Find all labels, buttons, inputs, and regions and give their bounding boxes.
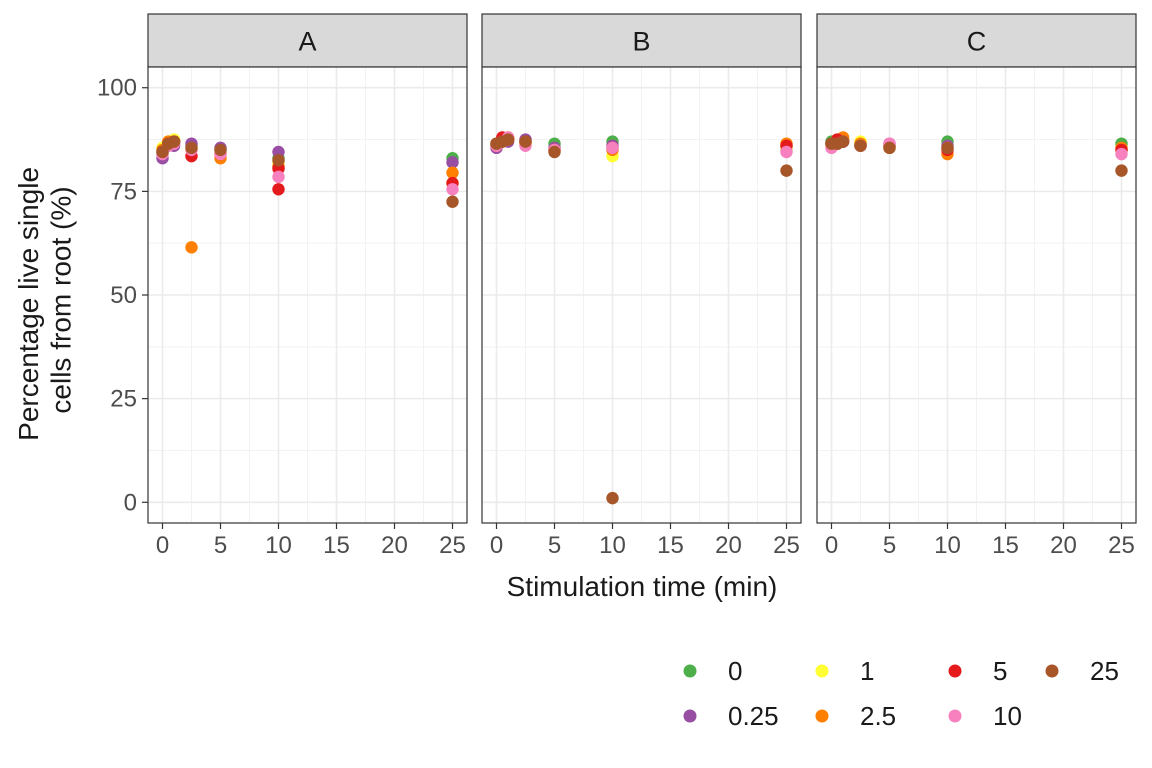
x-tick-label: 15 [323, 532, 350, 559]
legend-label: 2.5 [860, 701, 896, 731]
legend-swatch [683, 664, 697, 678]
legend-swatch [1045, 664, 1059, 678]
data-point-series-2-5 [446, 166, 459, 179]
x-tick-label: 10 [599, 532, 626, 559]
legend-key-0-25: 0.25 [683, 701, 779, 731]
x-tick-label: 15 [657, 532, 684, 559]
data-point-series-25 [214, 143, 227, 157]
y-axis-title-line-1: Percentage live single [13, 167, 44, 441]
data-point-series-25 [1115, 164, 1128, 177]
legend-swatch [948, 709, 962, 723]
legend-key-5: 5 [948, 656, 1007, 686]
data-point-series-25 [501, 133, 515, 146]
y-tick-label: 100 [97, 75, 137, 102]
panel-strip-label: C [967, 27, 987, 57]
panels: A 0 5 10 15 20 25 B 0 5 10 15 20 25 C 0 5 10 15 20 25 [147, 13, 1137, 559]
panel-strip-label: B [632, 27, 650, 57]
data-point-series-0-25 [446, 156, 459, 169]
legend-label: 25 [1090, 656, 1119, 686]
x-tick-label: 0 [825, 532, 838, 559]
panel-b: B 0 5 10 15 20 25 [481, 13, 802, 559]
panel-c: C 0 5 10 15 20 25 [816, 13, 1137, 559]
data-point-series-2-5 [185, 241, 198, 254]
y-axis: 0 25 50 75 100 [97, 75, 148, 516]
legend-key-1: 1 [815, 656, 874, 686]
x-tick-label: 5 [548, 532, 561, 559]
panel-border [481, 66, 802, 524]
legend: 0 0.25 1 2.5 5 10 25 [683, 656, 1119, 731]
legend-key-10: 10 [948, 701, 1022, 731]
legend-swatch [683, 709, 697, 723]
data-point-series-10 [780, 145, 793, 159]
data-point-series-25 [780, 164, 793, 177]
data-point-series-25 [854, 139, 867, 152]
data-point-series-10 [272, 170, 285, 184]
x-tick-label: 20 [381, 532, 408, 559]
data-point-series-25 [883, 141, 896, 155]
y-tick-label: 50 [110, 282, 137, 309]
legend-key-25: 25 [1045, 656, 1119, 686]
data-point-series-25 [446, 195, 459, 208]
x-tick-label: 5 [214, 532, 227, 559]
x-tick-label: 25 [773, 532, 800, 559]
panel-border [816, 66, 1137, 524]
x-tick-label: 15 [992, 532, 1019, 559]
legend-swatch [815, 709, 829, 723]
x-tick-label: 0 [490, 532, 503, 559]
data-point-series-25 [167, 135, 181, 148]
legend-label: 1 [860, 656, 874, 686]
y-tick-label: 25 [110, 386, 137, 413]
legend-label: 0 [728, 656, 742, 686]
y-tick-label: 75 [110, 178, 137, 205]
legend-swatch [948, 664, 962, 678]
x-tick-label: 25 [1108, 532, 1135, 559]
x-tick-label: 5 [883, 532, 896, 559]
data-point-series-25 [519, 135, 532, 148]
y-tick-label: 0 [124, 489, 137, 516]
data-point-series-25 [606, 491, 619, 505]
data-point-series-5 [272, 183, 285, 196]
data-point-series-25 [836, 135, 850, 148]
data-point-series-25 [272, 154, 285, 167]
y-axis-title-line-2: cells from root (%) [45, 186, 76, 413]
legend-label: 0.25 [728, 701, 779, 731]
x-tick-label: 20 [1050, 532, 1077, 559]
panel-strip-label: A [298, 27, 316, 57]
panel-a: A 0 5 10 15 20 25 [147, 13, 468, 559]
y-axis-title: Percentage live single cells from root (… [13, 159, 76, 441]
data-point-series-10 [446, 183, 459, 196]
legend-label: 10 [993, 701, 1022, 731]
panel-strip [147, 13, 468, 68]
legend-key-2-5: 2.5 [815, 701, 896, 731]
x-tick-label: 10 [934, 532, 961, 559]
legend-label: 5 [993, 656, 1007, 686]
data-point-series-10 [606, 141, 619, 155]
x-tick-label: 0 [156, 532, 169, 559]
x-tick-label: 25 [439, 532, 466, 559]
x-axis-title: Stimulation time (min) [507, 571, 778, 602]
data-point-series-25 [548, 145, 561, 159]
legend-key-0: 0 [683, 656, 742, 686]
data-point-series-10 [1115, 147, 1128, 161]
x-tick-label: 10 [265, 532, 292, 559]
data-point-series-25 [941, 141, 954, 155]
x-tick-label: 20 [715, 532, 742, 559]
panel-strip [481, 13, 802, 68]
data-point-series-25 [185, 141, 198, 155]
legend-swatch [815, 664, 829, 678]
